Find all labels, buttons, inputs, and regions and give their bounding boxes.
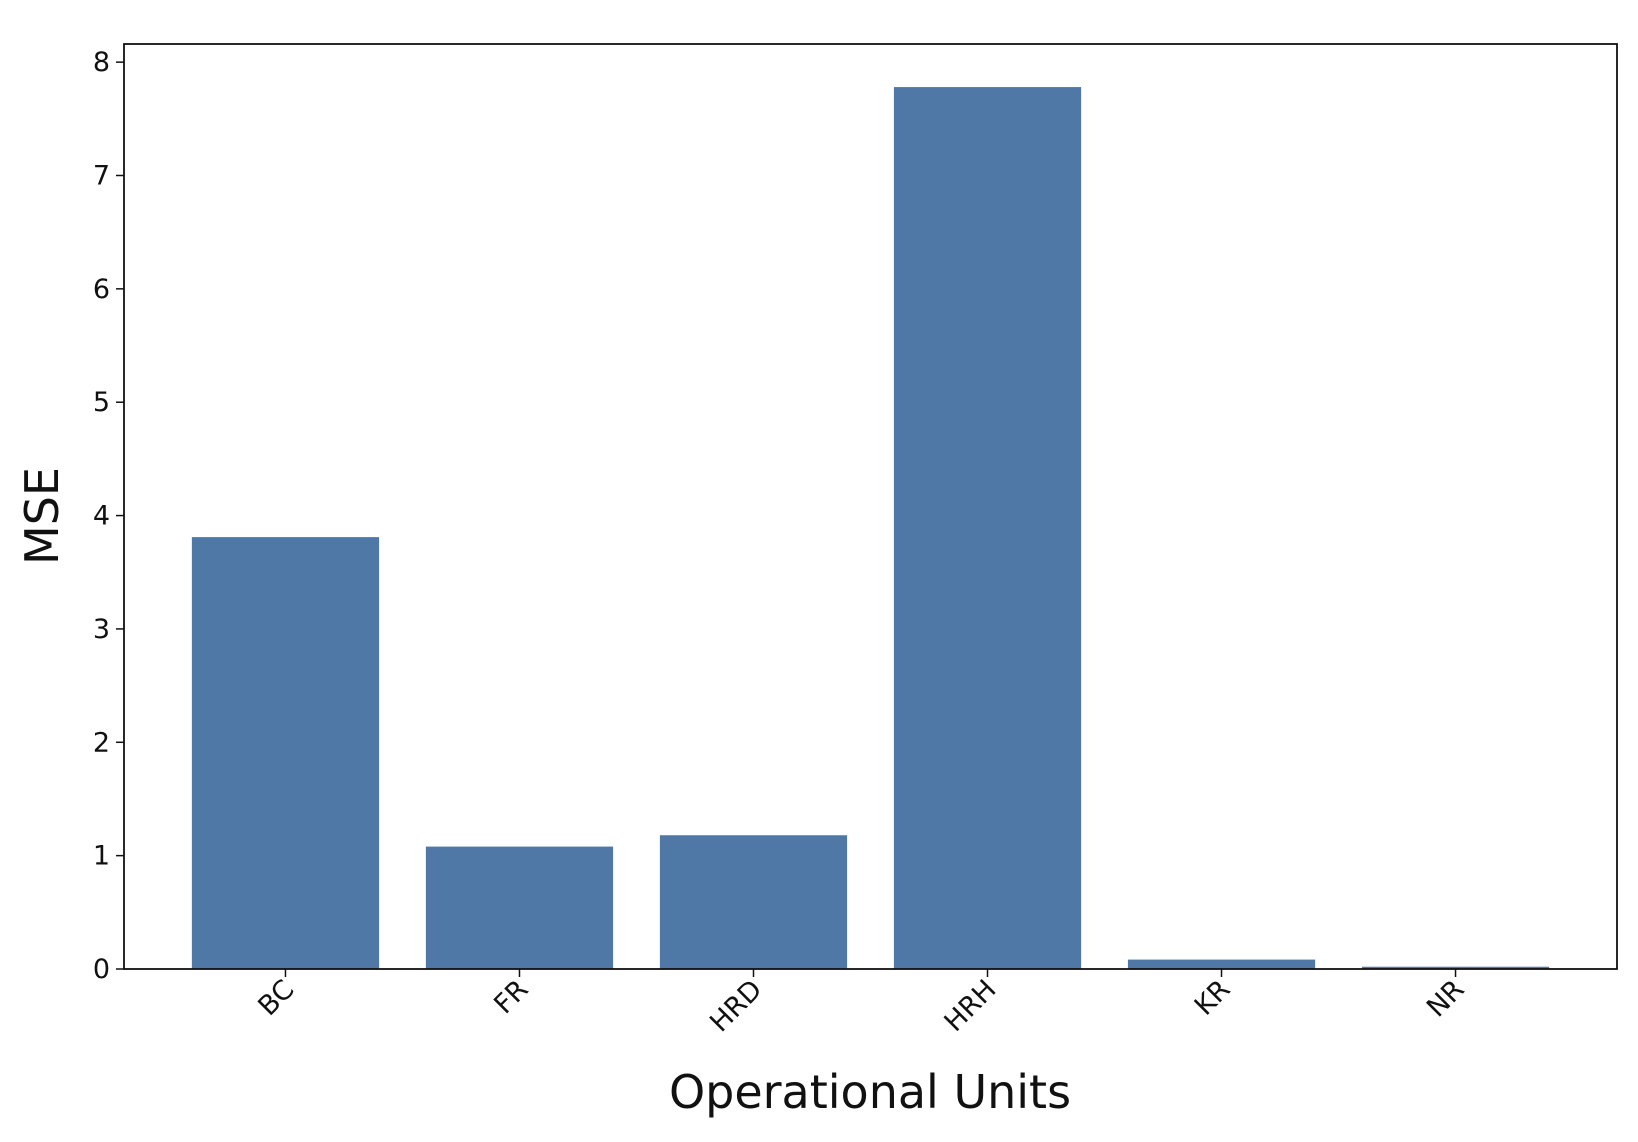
y-tick-label: 6 [93, 274, 110, 305]
bar [893, 87, 1082, 969]
y-tick-label: 2 [93, 727, 110, 758]
y-tick-label: 3 [93, 614, 110, 645]
bar [1127, 959, 1316, 969]
bar [425, 846, 614, 969]
y-tick-label: 5 [93, 387, 110, 418]
x-tick-label: FR [488, 974, 534, 1020]
x-tick-label: KR [1189, 974, 1237, 1022]
bar [191, 537, 380, 969]
bar [659, 835, 848, 969]
x-tick-label: HRD [704, 974, 768, 1038]
y-axis-label: MSE [15, 467, 69, 565]
plot-frame [123, 43, 1618, 970]
y-tick-label: 1 [93, 841, 110, 872]
y-tick-label: 4 [93, 501, 110, 532]
x-tick-label: BC [252, 974, 300, 1022]
x-tick-label: NR [1421, 974, 1470, 1023]
y-tick-label: 8 [93, 47, 110, 78]
bar [1361, 966, 1550, 969]
y-tick-label: 7 [93, 160, 110, 191]
y-tick-label: 0 [93, 954, 110, 985]
x-tick-label: HRH [939, 974, 1003, 1038]
x-axis-label: Operational Units [669, 1065, 1071, 1119]
